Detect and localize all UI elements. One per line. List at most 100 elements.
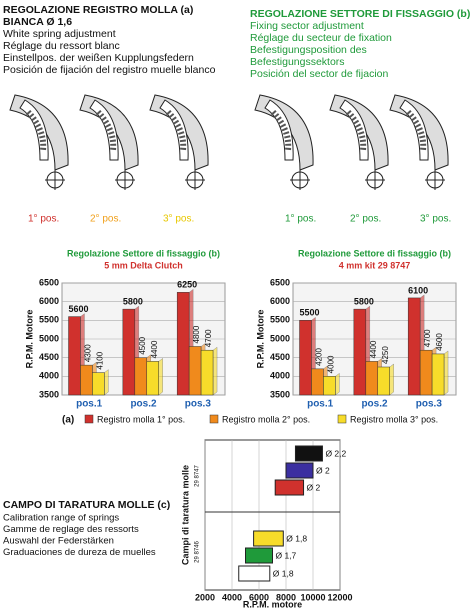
range-bar [245,547,273,564]
section-title: CAMPO DI TARATURA MOLLE (c) [3,499,170,511]
bar [365,361,379,396]
range-bar [294,445,323,462]
data-label: 4400 [369,340,378,358]
y-axis-label: R.P.M. Motore [24,310,34,369]
chart-title: Regolazione Settore di fissaggio (b) [298,248,451,258]
bar [311,368,324,396]
y-axis-label: Campi di taratura molle [180,465,190,565]
bar [407,297,421,396]
y-tick-label: 4500 [39,352,59,362]
range-bar [285,462,314,479]
data-label: 5600 [68,304,88,314]
text-line: White spring adjustment [3,28,116,40]
data-label: 4700 [204,329,213,347]
data-label: 4300 [84,344,93,362]
group-label: 29 8747 [195,465,201,487]
position-label: 1° pos. [28,214,59,225]
legend-label: Registro molla 1° pos. [97,414,185,424]
subtitle: BIANCA Ø 1,6 [3,16,72,28]
chart-title: Regolazione Settore di fissaggio (b) [67,248,220,258]
bar-label: Ø 1,8 [286,533,307,543]
y-tick-label: 6000 [270,296,290,306]
y-tick-label: 4500 [270,352,290,362]
title: REGOLAZIONE REGISTRO MOLLA (a) [3,4,193,16]
data-label: 4100 [96,351,105,369]
bar-label: Ø 2 [307,482,321,492]
data-label: 5800 [354,297,374,307]
data-label: 5800 [123,297,143,307]
data-label: 6100 [408,285,428,295]
range-bar [253,530,284,547]
y-tick-label: 4000 [270,371,290,381]
text-line: Réglage du ressort blanc [3,40,120,52]
y-axis-label: R.P.M. Motore [255,310,265,369]
text-line: Calibration range of springs [3,513,119,524]
bar [92,372,105,396]
x-tick-label: pos.3 [185,399,212,410]
bar-label: Ø 2 [316,465,330,475]
y-tick-label: 6000 [39,296,59,306]
bar [134,357,148,396]
data-label: 4700 [423,329,432,347]
text-line: Befestigungssektors [250,56,345,68]
bar [353,308,367,396]
bar-side [335,372,340,396]
position-label: 1° pos. [285,214,316,225]
data-label: 4250 [381,346,390,364]
data-label: 4000 [327,355,336,373]
bar-side [158,357,163,396]
text-line: Einstellpos. der weißen Kupplungsfedern [3,52,194,64]
range-bar [238,565,271,582]
text-line: Gamme de reglage des ressorts [3,524,139,535]
title: REGOLAZIONE SETTORE DI FISSAGGIO (b) [250,8,470,20]
text-line: Fixing sector adjustment [250,20,364,32]
data-label: 4500 [138,336,147,354]
text-line: Befestigungsposition des [250,44,367,56]
group-label: 29 8746 [195,541,201,563]
x-tick-label: pos.1 [307,399,334,410]
data-label: 4400 [150,340,159,358]
bar [200,349,214,396]
bar [68,316,81,396]
legend-label: Registro molla 3° pos. [350,414,438,424]
text-line: Auswahl der Federstärken [3,536,114,547]
bar-label: Ø 1,8 [273,568,294,578]
legend-swatch [337,414,347,424]
y-tick-label: 5500 [39,315,59,325]
bar [188,346,202,396]
text-line: Réglage du secteur de fixation [250,32,392,44]
legend-swatch [209,414,219,424]
bar [299,320,312,396]
x-tick-label: 4000 [222,592,242,602]
position-label: 3° pos. [163,214,194,225]
y-tick-label: 4000 [39,371,59,381]
y-tick-label: 3500 [39,389,59,399]
x-tick-label: 6000 [249,592,269,602]
y-tick-label: 5000 [270,333,290,343]
bar [377,366,390,396]
text-line: Posición del sector de fijacion [250,68,388,80]
range-bar [274,479,305,496]
bar-side [212,346,218,396]
legend-swatch [84,414,94,424]
y-tick-label: 3500 [270,389,290,399]
bar-side [104,369,109,396]
chart-subtitle: 5 mm Delta Clutch [104,260,183,270]
plot-area [204,439,341,591]
bar [80,364,93,396]
bar [431,353,445,396]
y-tick-label: 6500 [270,277,290,287]
bar-label: Ø 1,7 [276,550,297,560]
bar-label: Ø 2,2 [325,448,346,458]
x-tick-label: 2000 [195,592,215,602]
text-line: Graduaciones de dureza de muelles [3,547,156,558]
bar [146,361,159,396]
data-label: 5500 [299,308,319,318]
data-label: 4600 [435,333,444,351]
bar-side [389,363,394,396]
x-axis-label: R.P.M. motore [243,599,302,609]
x-tick-label: 12000 [327,592,352,602]
bar [122,308,136,396]
data-label: 4200 [315,348,324,366]
